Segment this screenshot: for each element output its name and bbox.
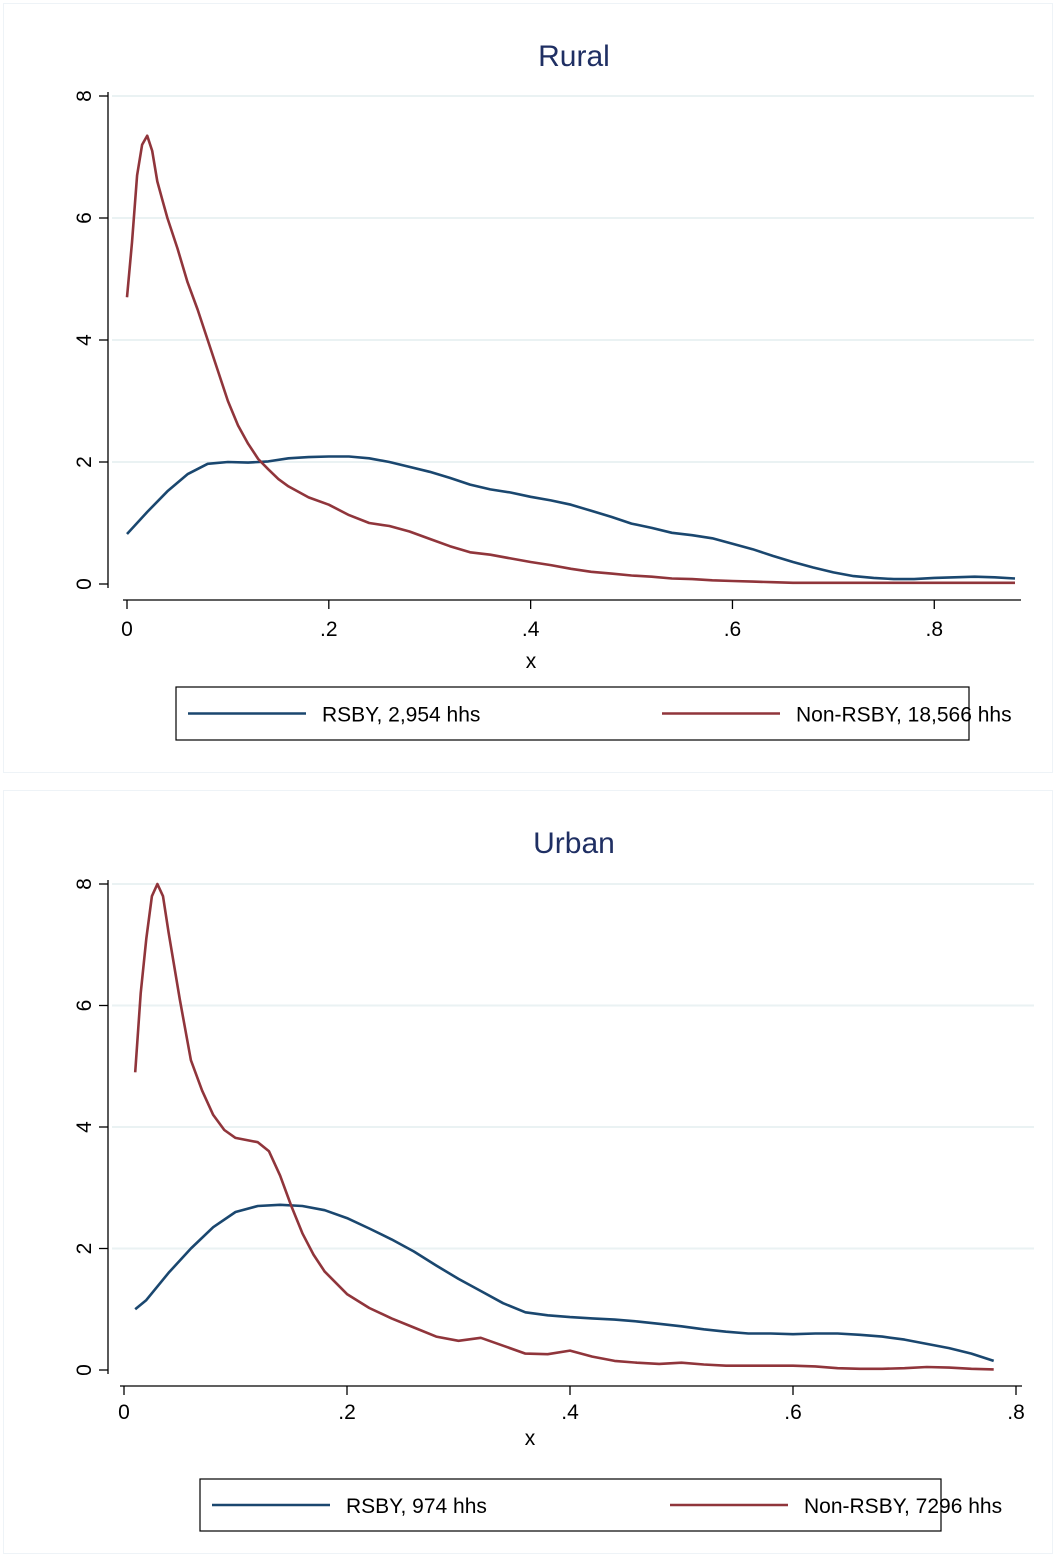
chart-title: Urban	[533, 827, 615, 860]
x-tick-label: .4	[561, 1401, 579, 1424]
y-tick-label: 0	[73, 1364, 96, 1376]
x-tick-label: 0	[121, 618, 133, 641]
x-tick-label: .4	[522, 618, 540, 641]
y-tick-label: 8	[73, 878, 96, 890]
x-tick-label: .2	[320, 618, 338, 641]
series-line-non-rsby	[133, 882, 994, 1371]
y-tick-label: 6	[73, 1000, 96, 1012]
rural-chart: Rural 0 2 4 6 8 0 .2 .4 .6 .8 x RSBY, 2,954 hhs Non-R…	[73, 40, 1034, 741]
x-tick-label: 0	[118, 1401, 130, 1424]
urban-chart: Urban 0 2 4 6 8 0 .2 .4 .6 .8 x RSBY, 974 hhs Non-RSB…	[73, 827, 1034, 1532]
x-tick-label: .8	[926, 618, 944, 641]
x-tick-label: .6	[784, 1401, 802, 1424]
x-axis-label: x	[526, 650, 537, 673]
chart-title: Rural	[538, 40, 610, 73]
series-line-non-rsby	[125, 134, 1015, 585]
legend-box	[175, 686, 970, 741]
x-tick-label: .8	[1007, 1401, 1025, 1424]
y-tick-label: 8	[73, 90, 96, 102]
y-tick-label: 2	[73, 1243, 96, 1255]
series-line-rsby	[126, 455, 1016, 581]
legend-label-rsby: RSBY, 2,954 hhs	[322, 704, 480, 727]
x-tick-label: .2	[338, 1401, 356, 1424]
y-tick-label: 6	[73, 212, 96, 224]
x-tick-label: .6	[724, 618, 742, 641]
x-axis-label: x	[525, 1427, 536, 1450]
legend-label-non-rsby: Non-RSBY, 18,566 hhs	[796, 704, 1012, 727]
legend-label-non-rsby: Non-RSBY, 7296 hhs	[804, 1495, 1002, 1518]
y-tick-label: 4	[73, 1121, 96, 1133]
y-tick-label: 0	[73, 578, 96, 590]
urban-chart-panel: Urban 0 2 4 6 8 0 .2 .4 .6 .8 x RSBY, 974 hhs Non-RSB…	[3, 790, 1053, 1554]
legend-label-rsby: RSBY, 974 hhs	[346, 1495, 487, 1518]
y-tick-label: 4	[73, 334, 96, 346]
series-line-rsby	[134, 1203, 995, 1363]
y-tick-label: 2	[73, 456, 96, 468]
rural-chart-panel: Rural 0 2 4 6 8 0 .2 .4 .6 .8 x RSBY, 2,954 hhs Non-R…	[3, 3, 1053, 773]
